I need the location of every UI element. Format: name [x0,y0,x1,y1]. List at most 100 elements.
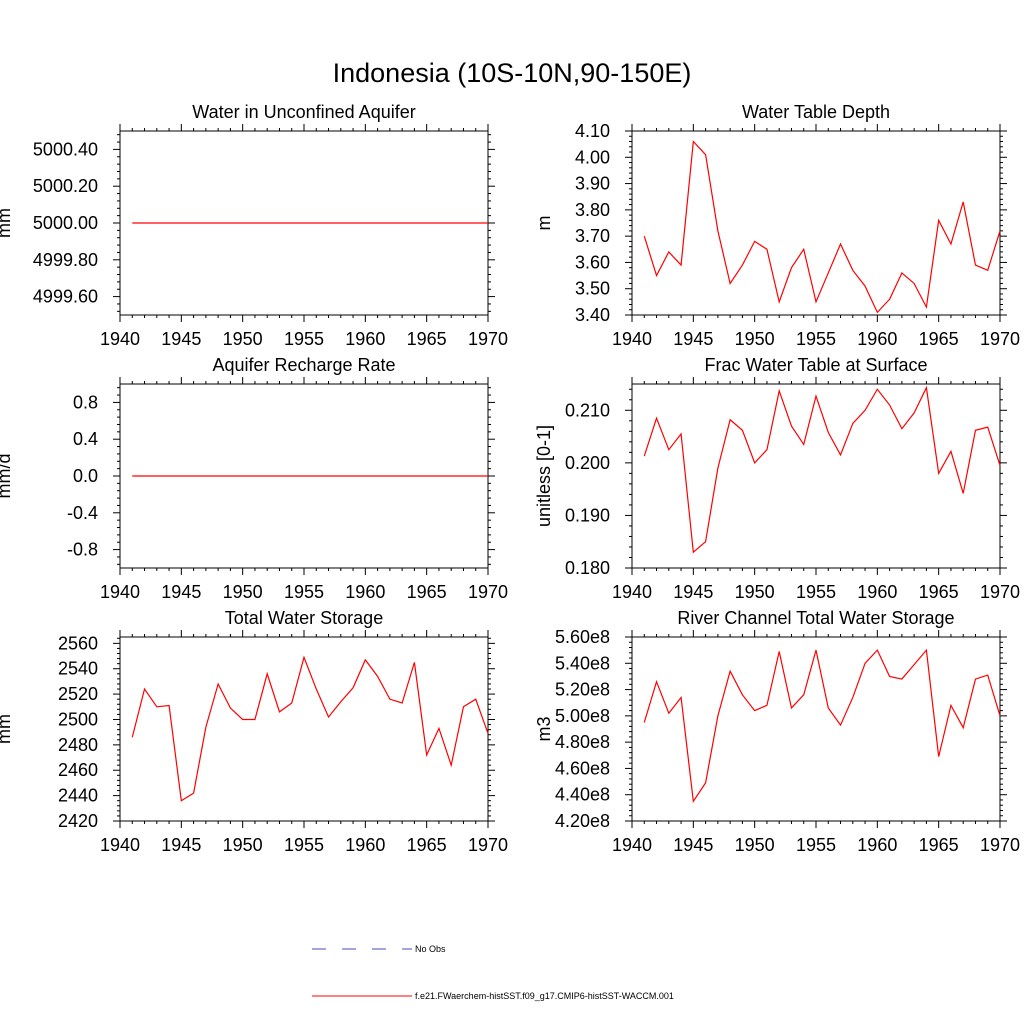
x-tick-label: 1950 [223,835,263,855]
series-line-1 [643,385,1001,554]
x-tick-label: 1950 [223,329,263,349]
y-tick-label: 2520 [58,684,98,704]
panel-title: River Channel Total Water Storage [677,608,954,628]
y-tick-label: 5.60e8 [555,627,610,647]
x-tick-label: 1955 [796,835,836,855]
x-tick-label: 1970 [468,329,508,349]
panel-5: Total Water Storage 1940 1945 1950 1955 1960 1… [0,608,508,855]
x-tick-label: 1960 [345,582,385,602]
x-tick-label: 1945 [673,582,713,602]
y-tick-label: 2480 [58,735,98,755]
x-tick-label: 1955 [796,582,836,602]
plot-frame [631,383,1001,569]
y-tick-label: 3.70 [575,226,610,246]
y-tick-label: 3.50 [575,279,610,299]
x-tick-label: 1950 [223,582,263,602]
x-tick-label: 1965 [407,582,447,602]
legend-label-1: No Obs [415,944,446,954]
x-tick-label: 1945 [673,329,713,349]
panel-6: River Channel Total Water Storage 1940 194… [534,608,1020,855]
y-axis-label: m [534,216,554,231]
y-tick-label: 2500 [58,709,98,729]
plot-frame [631,130,1001,316]
panels: Water in Unconfined Aquifer 1940 1945 1950 1… [0,102,1020,855]
x-tick-label: 1960 [857,329,897,349]
y-axis-label: mm [0,208,14,238]
panel-3: Aquifer Recharge Rate 1940 1945 1950 1955 196… [0,355,508,602]
panel-1: Water in Unconfined Aquifer 1940 1945 1950 1… [0,102,508,349]
y-tick-label: 4.00 [575,147,610,167]
x-tick-label: 1970 [468,582,508,602]
x-tick-label: 1955 [284,582,324,602]
x-tick-label: 1955 [284,835,324,855]
y-axis-label: unitless [0-1] [534,425,554,527]
y-tick-label: 0.190 [565,505,610,525]
y-tick-label: 0.8 [73,392,98,412]
x-tick-label: 1965 [407,329,447,349]
series-line-1 [131,655,489,802]
y-tick-label: 4.40e8 [555,785,610,805]
x-tick-label: 1965 [919,329,959,349]
y-tick-label: -0.8 [67,540,98,560]
y-tick-label: 0.210 [565,400,610,420]
y-tick-label: 5000.40 [33,139,98,159]
y-tick-label: 4999.80 [33,250,98,270]
x-tick-label: 1940 [100,835,140,855]
x-tick-label: 1940 [100,582,140,602]
panel-title: Water Table Depth [742,102,890,122]
y-tick-label: 5000.00 [33,213,98,233]
legend-label-2: f.e21.FWaerchem-histSST.f09_g17.CMIP6-hi… [415,991,674,1001]
x-tick-label: 1965 [407,835,447,855]
x-tick-label: 1970 [980,835,1020,855]
y-tick-label: 2420 [58,811,98,831]
x-tick-label: 1960 [857,835,897,855]
x-tick-label: 1950 [735,582,775,602]
y-tick-label: 2540 [58,659,98,679]
y-tick-label: 0.180 [565,558,610,578]
y-axis-label: m3 [534,716,554,741]
figure-title: Indonesia (10S-10N,90-150E) [333,58,692,88]
y-tick-label: 2560 [58,633,98,653]
panel-title: Aquifer Recharge Rate [212,355,395,375]
series-line-1 [643,648,1001,803]
x-tick-label: 1945 [161,835,201,855]
x-tick-label: 1970 [980,329,1020,349]
x-tick-label: 1940 [612,582,652,602]
x-tick-label: 1970 [468,835,508,855]
y-tick-label: 5000.20 [33,176,98,196]
panel-2: Water Table Depth 1940 1945 1950 1955 1960 196… [534,102,1020,349]
plot-frame [119,636,489,822]
y-axis-label: mm [0,714,14,744]
x-tick-label: 1945 [673,835,713,855]
x-tick-label: 1960 [345,835,385,855]
y-tick-label: 0.4 [73,429,98,449]
x-tick-label: 1940 [612,329,652,349]
panel-4: Frac Water Table at Surface 1940 1945 1950 1… [534,355,1020,602]
x-tick-label: 1950 [735,329,775,349]
x-tick-label: 1965 [919,582,959,602]
x-tick-label: 1960 [857,582,897,602]
y-tick-label: 3.60 [575,252,610,272]
y-tick-label: 4.80e8 [555,732,610,752]
x-tick-label: 1945 [161,329,201,349]
x-tick-label: 1940 [100,329,140,349]
y-tick-label: 3.90 [575,174,610,194]
x-tick-label: 1950 [735,835,775,855]
y-tick-label: 4.10 [575,121,610,141]
x-tick-label: 1955 [284,329,324,349]
panel-title: Total Water Storage [225,608,383,628]
y-tick-label: 4.60e8 [555,758,610,778]
y-tick-label: 0.200 [565,453,610,473]
y-tick-label: 4.20e8 [555,811,610,831]
y-tick-label: 2460 [58,760,98,780]
x-tick-label: 1960 [345,329,385,349]
y-tick-label: 2440 [58,786,98,806]
panel-title: Water in Unconfined Aquifer [192,102,415,122]
x-tick-label: 1945 [161,582,201,602]
y-axis-label: mm/d [0,454,14,499]
y-tick-label: 3.40 [575,305,610,325]
panel-title: Frac Water Table at Surface [704,355,927,375]
y-tick-label: 5.00e8 [555,706,610,726]
x-tick-label: 1940 [612,835,652,855]
